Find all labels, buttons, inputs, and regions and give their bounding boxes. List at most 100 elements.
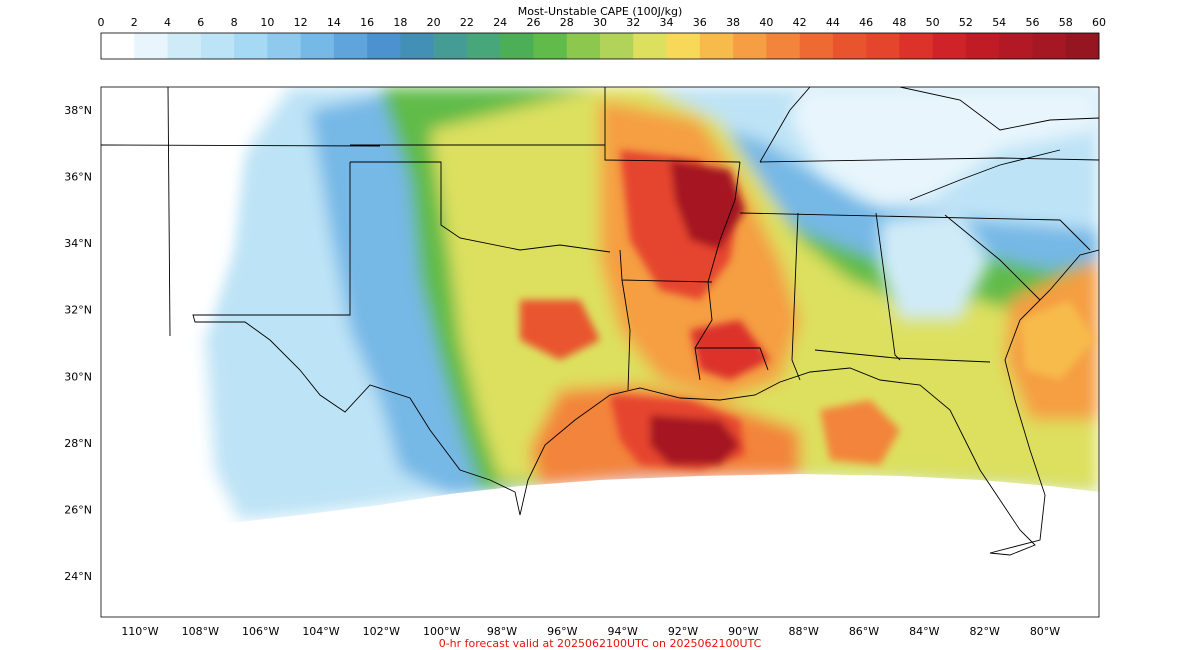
- colorbar-swatch: [333, 33, 368, 59]
- colorbar-swatch: [832, 33, 867, 59]
- latitude-label: 26°N: [64, 503, 92, 516]
- colorbar-tick-label: 30: [593, 16, 607, 29]
- colorbar-tick-label: 12: [294, 16, 308, 29]
- colorbar-swatch: [866, 33, 900, 59]
- longitude-label: 104°W: [302, 625, 339, 638]
- cape-field: [101, 87, 1099, 617]
- colorbar-tick-label: 44: [826, 16, 840, 29]
- latitude-label: 30°N: [64, 370, 92, 383]
- colorbar-tick-label: 0: [98, 16, 105, 29]
- state-line-tx-panhandle: [350, 161, 611, 253]
- colorbar-frame: [100, 32, 1100, 60]
- colorbar-swatch: [600, 33, 634, 59]
- colorbar-tick-label: 52: [959, 16, 973, 29]
- longitude-label: 94°W: [608, 625, 638, 638]
- colorbar-tick-label: 4: [164, 16, 171, 29]
- colorbar-swatch: [633, 33, 667, 59]
- state-line-ky-oh: [899, 87, 1099, 131]
- state-line-nm-az: [167, 87, 171, 337]
- state-line-ga-sc: [944, 214, 1041, 301]
- colorbar-tick-label: 50: [926, 16, 940, 29]
- latitude-label: 34°N: [64, 237, 92, 250]
- state-line-tx-la: [621, 279, 631, 391]
- state-line-fl: [814, 349, 991, 363]
- colorbar-swatch: [167, 33, 202, 59]
- colorbar-swatch: [134, 33, 168, 59]
- boundaries: [101, 87, 1099, 556]
- colorbar-tick-label: 42: [793, 16, 807, 29]
- colorbar-tick-label: 10: [260, 16, 274, 29]
- state-line-tx-nm: [192, 162, 521, 516]
- colorbar-swatch: [666, 33, 701, 59]
- colorbar-swatch: [367, 33, 401, 59]
- colorbar-swatch: [699, 33, 734, 59]
- colorbar-swatch: [400, 33, 434, 59]
- colorbar-swatch: [1065, 33, 1100, 59]
- colorbar-tick-label: 18: [393, 16, 407, 29]
- latitude-label: 28°N: [64, 437, 92, 450]
- longitude-labels: 110°W 108°W 106°W 104°W 102°W 100°W 98°W 96°W 94…: [121, 625, 1060, 638]
- longitude-label: 88°W: [789, 625, 819, 638]
- colorbar-swatch: [500, 33, 534, 59]
- longitude-label: 86°W: [849, 625, 879, 638]
- latitude-label: 38°N: [64, 104, 92, 117]
- colorbar-tick-label: 20: [427, 16, 441, 29]
- longitude-label: 92°W: [668, 625, 698, 638]
- longitude-label: 110°W: [121, 625, 158, 638]
- colorbar-tick-label: 16: [360, 16, 374, 29]
- colorbar-swatch: [733, 33, 767, 59]
- state-line-la-ms: [695, 347, 769, 371]
- colorbar-tick-label: 8: [231, 16, 238, 29]
- colorbar-swatch: [433, 33, 468, 59]
- latitude-label: 36°N: [64, 171, 92, 184]
- colorbar-tick-label: 58: [1059, 16, 1073, 29]
- colorbar-tick-label: 36: [693, 16, 707, 29]
- state-line-arkla-ms: [759, 87, 811, 163]
- state-line-va-nc: [909, 149, 1061, 201]
- state-line-ms-al: [791, 212, 801, 381]
- longitude-label: 102°W: [363, 625, 400, 638]
- colorbar-tick-label: 38: [726, 16, 740, 29]
- colorbar-tick-label: 34: [660, 16, 674, 29]
- colorbar-tick-label: 56: [1025, 16, 1039, 29]
- map-panel: [101, 87, 1099, 617]
- colorbar-tick-label: 24: [493, 16, 507, 29]
- colorbar-tick-label: 54: [992, 16, 1006, 29]
- longitude-label: 90°W: [728, 625, 758, 638]
- longitude-label: 98°W: [487, 625, 517, 638]
- colorbar-tick-label: 14: [327, 16, 341, 29]
- colorbar-swatch: [466, 33, 501, 59]
- longitude-label: 96°W: [547, 625, 577, 638]
- state-line-ky-tn: [759, 157, 1099, 163]
- colorbar-tick-label: 46: [859, 16, 873, 29]
- colorbar-tick-label: 22: [460, 16, 474, 29]
- latitude-label: 24°N: [64, 570, 92, 583]
- colorbar-tick-label: 32: [626, 16, 640, 29]
- colorbar-title: Most-Unstable CAPE (100J/kg): [518, 5, 683, 18]
- colorbar-swatch: [566, 33, 601, 59]
- colorbar-swatch: [799, 33, 834, 59]
- colorbar-tick-labels: 0 2 4 6 8 10 12 14 16 18 20 22 24 26 28 30 32 34 36 38 40 42 4…: [98, 16, 1107, 29]
- latitude-label: 32°N: [64, 304, 92, 317]
- state-line-ok-ar: [604, 87, 741, 163]
- map-frame: [100, 86, 1100, 618]
- colorbar-swatch: [200, 33, 235, 59]
- colorbar-swatch: [533, 33, 568, 59]
- longitude-label: 106°W: [242, 625, 279, 638]
- colorbar-swatch: [300, 33, 335, 59]
- colorbar-tick-label: 6: [197, 16, 204, 29]
- colorbar-swatch: [965, 33, 1000, 59]
- colorbar-tick-label: 2: [131, 16, 138, 29]
- colorbar-swatch: [766, 33, 800, 59]
- colorbar-tick-label: 40: [759, 16, 773, 29]
- longitude-label: 100°W: [423, 625, 460, 638]
- colorbar-swatches: [101, 33, 1100, 59]
- colorbar-swatch: [267, 33, 301, 59]
- colorbar-swatch: [234, 33, 268, 59]
- latitude-labels: 38°N 36°N 34°N 32°N 30°N 28°N 26°N 24°N: [64, 104, 92, 583]
- longitude-label: 108°W: [182, 625, 219, 638]
- colorbar-swatch: [899, 33, 933, 59]
- coastline-atlantic: [989, 249, 1099, 554]
- colorbar-tick-label: 60: [1092, 16, 1106, 29]
